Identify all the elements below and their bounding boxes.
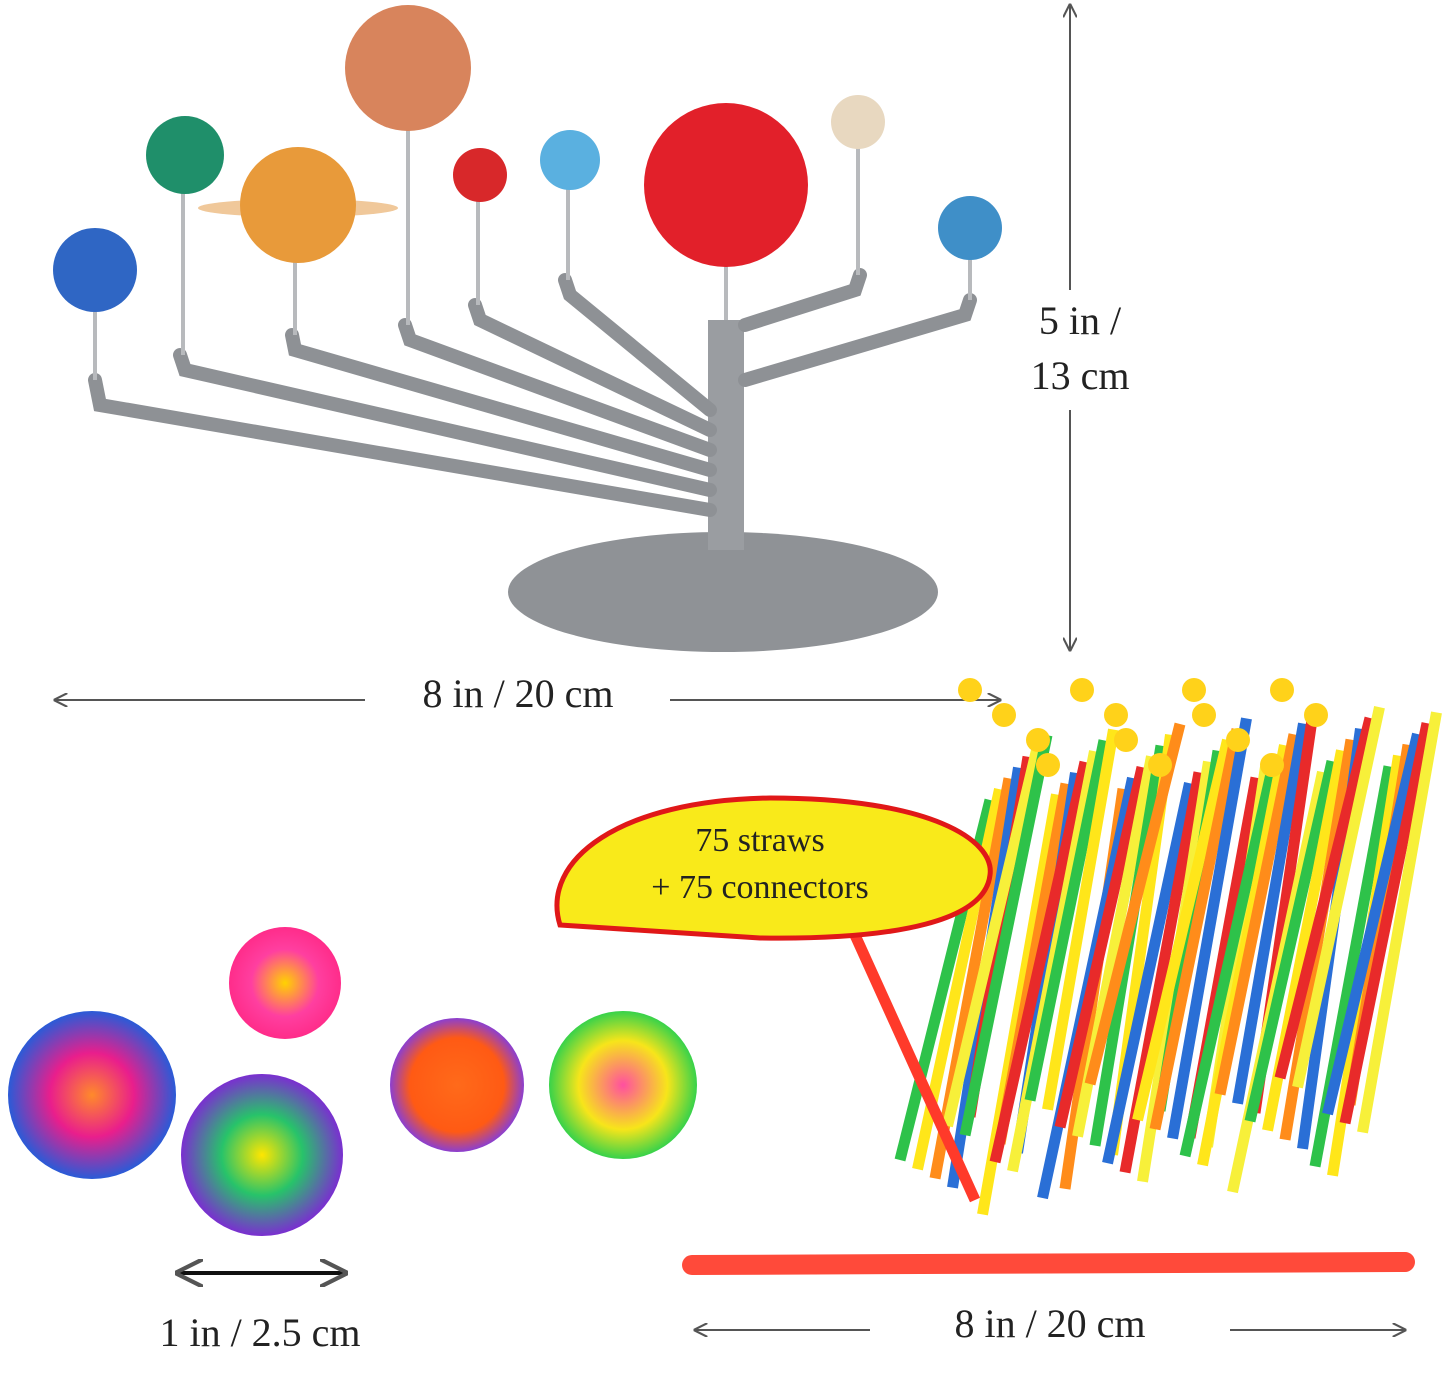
straw [849,932,981,1203]
connector [1070,678,1094,702]
straw [1244,759,1338,1123]
solar-system-model [53,5,1002,652]
straw [1339,722,1433,1125]
straw [1214,733,1300,1096]
straws [849,678,1442,1216]
straw [1167,717,1252,1140]
straw [1102,782,1195,1165]
straw [959,734,1053,1137]
connector [1182,678,1206,702]
connector [1304,703,1328,727]
bubble-text: + 75 connectors [651,869,868,906]
straw [1357,711,1442,1134]
height-label: 13 cm [1031,353,1130,398]
connector [1192,703,1216,727]
connector [992,703,1016,727]
ball-size-label: 1 in / 2.5 cm [159,1310,360,1355]
straw [1054,765,1148,1129]
straw [1232,722,1309,1105]
straw [989,760,1091,1164]
straw [1292,706,1385,1089]
single-straw [682,1252,1415,1275]
connector [1148,753,1172,777]
straw [1084,722,1186,1086]
connector [1114,728,1138,752]
width-label: 8 in / 20 cm [422,671,613,716]
speech-bubble [554,795,993,941]
straw [1042,728,1119,1111]
bubble-text: 75 straws [695,822,824,859]
straw [1179,754,1281,1158]
connector [1260,753,1284,777]
connector [1026,728,1050,752]
straw-length-label: 8 in / 20 cm [954,1301,1145,1346]
dimension-arrows [55,5,1405,1330]
connector [1270,678,1294,702]
straw [1322,732,1423,1116]
bouncy-balls [8,927,697,1236]
straw [1024,739,1110,1102]
connector [958,678,982,702]
straw [1274,716,1376,1080]
height-label: 5 in / [1039,298,1122,343]
connector [1226,728,1250,752]
straw [942,744,1043,1128]
connector [1036,753,1060,777]
connector [1104,703,1128,727]
straw [1132,738,1233,1122]
straw [1149,728,1243,1131]
